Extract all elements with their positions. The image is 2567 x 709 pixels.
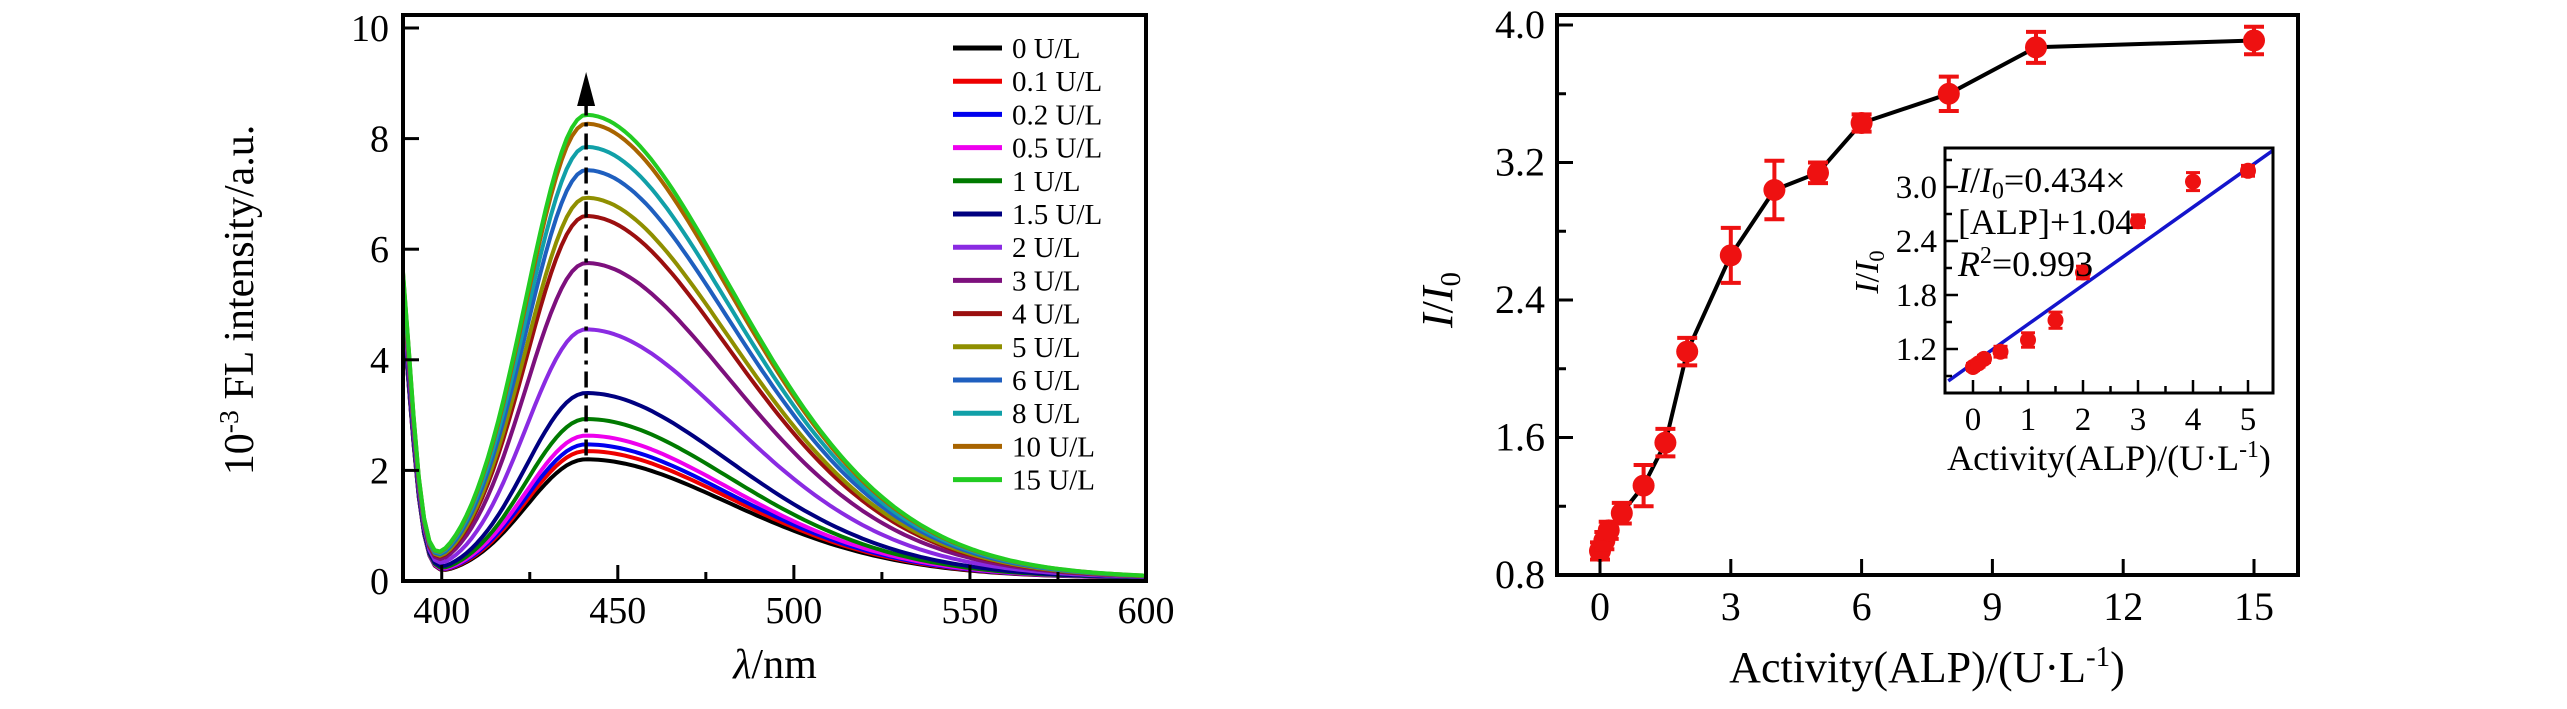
data-point [2025,36,2047,59]
x-tick-label: 500 [765,590,822,632]
titration-x-axis-title: Activity(ALP)/(U·L-1) [1729,641,2125,692]
inset-x-tick-label: 3 [2130,402,2147,438]
x-tick-label: 0 [1590,584,1610,629]
data-point [1654,431,1677,454]
y-tick-label: 8 [370,119,389,161]
spectrum-curve-15-U-L [401,112,1145,578]
data-point [1937,82,1960,105]
fit-equation-line-3: R2=0.993 [1957,243,2093,284]
spectra-plot-frame [401,13,1148,583]
legend-label: 0.1 U/L [1012,66,1102,98]
legend-label: 4 U/L [1012,299,1080,331]
inset-x-tick-label: 1 [2020,402,2037,438]
x-tick-label: 450 [589,590,646,632]
titration-y-axis-title: I/I0 [1413,272,1467,329]
legend-label: 3 U/L [1012,265,1080,297]
x-tick-label: 12 [2103,584,2143,629]
legend-label: 8 U/L [1012,398,1080,430]
y-tick-label: 2 [370,450,389,492]
inset-x-axis-title: Activity(ALP)/(U·L-1) [1947,437,2271,478]
fl-spectra-chart: 400 450 500 550 600 0 2 4 6 8 10 λ/nm 10-3 FL intens… [213,8,1175,688]
x-tick-label: 3 [1721,584,1741,629]
inset-data-point [2130,213,2146,230]
data-point [1676,340,1699,363]
legend-label: 1 U/L [1012,166,1080,198]
inset-y-tick-label: 2.4 [1896,224,1937,260]
y-tick-label: 3.2 [1495,140,1545,185]
data-point [1610,502,1633,525]
inset-data-point [2240,162,2256,179]
legend-label: 10 U/L [1012,431,1095,463]
x-tick-label: 600 [1118,590,1175,632]
legend-label: 6 U/L [1012,365,1080,397]
inset-data-point [2047,312,2064,329]
legend-label: 0.5 U/L [1012,133,1102,165]
alp-titration-chart: 0 3 6 9 12 150.81.62.43.24.0Activity(ALP)/(U·… [1413,2,2300,692]
spectra-x-axis-title: λ/nm [731,642,817,688]
y-tick-label: 0.8 [1495,552,1545,597]
spectra-legend: 0 U/L0.1 U/L0.2 U/L0.5 U/L1 U/L1.5 U/L2 … [953,33,1102,497]
inset-x-tick-label: 5 [2240,402,2257,438]
y-tick-label: 2.4 [1495,277,1545,322]
x-tick-label: 15 [2234,584,2274,629]
spectrum-curve-2-U-L [401,299,1145,579]
data-point [1850,111,1873,134]
spectrum-curve-1.5-U-L [401,308,1145,580]
inset-data-point [2185,173,2201,190]
fit-equation-line-2: [ALP]+1.04 [1958,202,2133,242]
titration-plot-frame [1555,13,2300,577]
fit-line [1947,149,2274,383]
inset-x-tick-label: 0 [1965,402,1982,438]
inset-y-tick-label: 1.8 [1896,278,1937,314]
inset-data-point [1992,343,2009,360]
legend-label: 0.2 U/L [1012,99,1102,131]
inset-x-tick-label: 2 [2075,402,2092,438]
inset-x-tick-label: 4 [2185,402,2202,438]
x-tick-label: 550 [941,590,998,632]
y-tick-label: 4.0 [1495,2,1545,47]
legend-label: 15 U/L [1012,465,1095,497]
y-tick-label: 0 [370,561,389,603]
inset-data-point [1976,350,1992,367]
peak-arrow-head [577,72,596,106]
x-tick-label: 9 [1982,584,2002,629]
legend-label: 1.5 U/L [1012,199,1102,231]
y-tick-label: 10 [351,8,389,50]
spectra-y-axis-title: 10-3 FL intensity/a.u. [213,125,263,476]
inset-y-axis-title: I/I0 [1849,250,1889,294]
inset-data-point [2020,332,2036,348]
data-point [2243,29,2265,52]
legend-label: 2 U/L [1012,232,1080,264]
data-point [1719,244,1742,267]
legend-label: 5 U/L [1012,332,1080,364]
inset-data-point [2075,264,2091,281]
inset-y-tick-label: 1.2 [1896,332,1937,368]
fit-equation-line-1: I/I0=0.434× [1957,160,2126,204]
data-point [1807,161,1829,184]
data-point [1632,474,1655,497]
y-tick-label: 1.6 [1495,415,1545,460]
inset-y-tick-label: 3.0 [1896,170,1937,206]
y-tick-label: 4 [370,340,389,382]
x-tick-label: 6 [1852,584,1872,629]
legend-label: 0 U/L [1012,33,1080,65]
titration-inset-chart: 0 1 2 3 4 5 1.2 1.8 2.4 3.0 Activity(ALP)/(U·L-1) I… [1849,146,2275,478]
y-tick-label: 6 [370,229,389,271]
inset-frame [1943,146,2275,395]
data-point [1763,179,1786,201]
x-tick-label: 400 [413,590,470,632]
